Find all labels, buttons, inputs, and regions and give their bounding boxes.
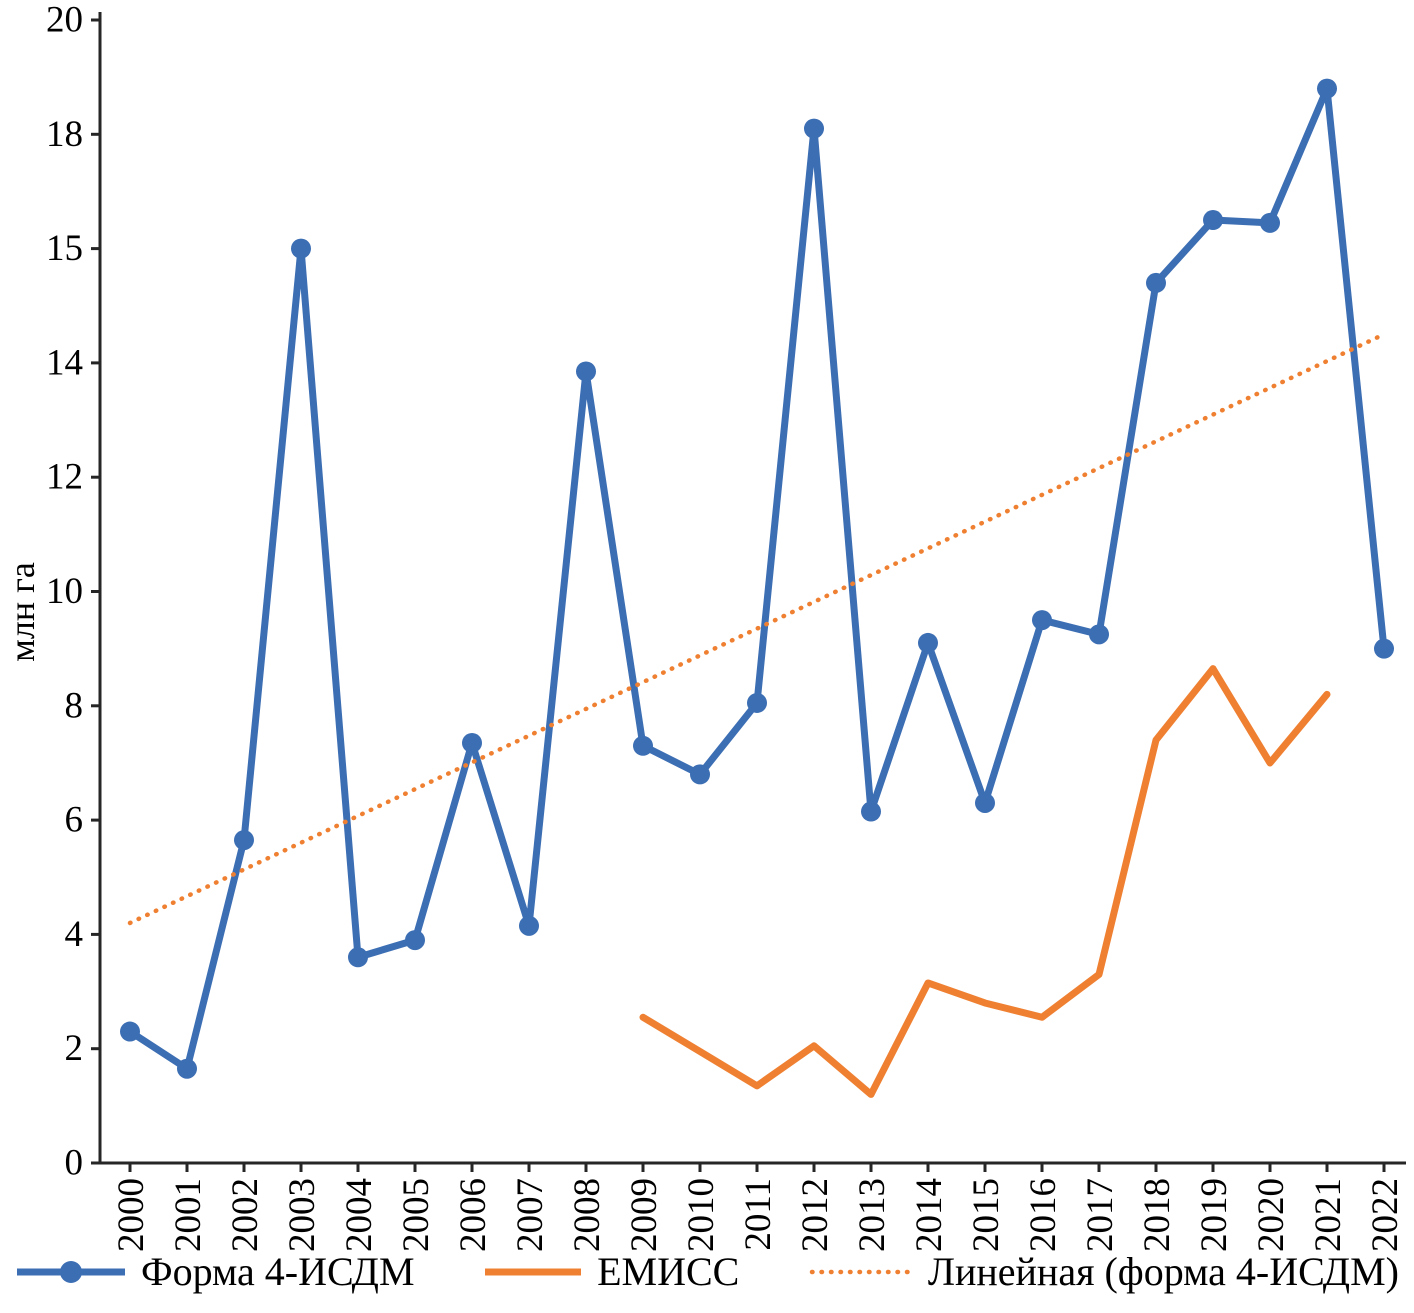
legend-label-emiss: ЕМИСС [597,1249,740,1294]
series-line-1 [639,665,1331,1098]
y-tick-label: 20 [46,0,83,41]
trendline-2 [127,332,1387,926]
x-tick-label: 2002 [225,1178,266,1252]
x-tick-label: 2001 [168,1178,209,1252]
x-tick-label: 2006 [453,1178,494,1252]
y-axis-title: млн га [2,562,42,662]
series-line-0 [126,85,1388,1073]
x-tick-label: 2007 [510,1178,551,1252]
x-tick-label: 2000 [111,1178,152,1252]
y-tick-label: 0 [65,1143,84,1184]
x-tick-label: 2022 [1365,1178,1406,1252]
y-tick-label: 14 [46,342,83,383]
y-tick-label: 18 [46,114,83,155]
x-tick-label: 2019 [1194,1178,1235,1252]
y-tick-label: 8 [65,685,84,726]
x-tick-label: 2017 [1080,1178,1121,1252]
legend-item-emiss: ЕМИСС [483,1250,739,1294]
x-tick-label: 2021 [1308,1178,1349,1252]
y-tick-label: 12 [46,457,83,498]
legend-line-with-marker-icon [17,1261,125,1283]
y-tick-label: 15 [46,228,83,269]
y-tick-label: 10 [46,571,83,612]
x-tick-label: 2015 [966,1178,1007,1252]
series-markers-0 [120,78,1394,1079]
x-tick-label: 2005 [396,1178,437,1252]
legend-item-linear-trend: Линейная (форма 4-ИСДМ) [808,1250,1399,1294]
x-tick-label: 2018 [1137,1178,1178,1252]
x-tick-label: 2004 [339,1178,380,1252]
x-tick-label: 2020 [1251,1178,1292,1252]
legend-item-forma-4-isdm: Форма 4-ИСДМ [15,1250,415,1294]
legend-label-forma-4-isdm: Форма 4-ИСДМ [141,1249,415,1294]
legend-label-linear-trend: Линейная (форма 4-ИСДМ) [927,1249,1399,1294]
y-tick-label: 6 [65,800,84,841]
x-tick-label: 2016 [1023,1178,1064,1252]
x-tick-label: 2009 [624,1178,665,1252]
axes: 0 2 4 6 8 10 12 14 15 18 20 2000 2001 2002 2003 2004 200… [46,0,1406,1252]
x-tick-label: 2011 [738,1178,779,1251]
chart-legend: Форма 4-ИСДМ ЕМИСС Линейная (форма 4-ИСД… [0,1250,1414,1294]
x-tick-label: 2010 [681,1178,722,1252]
x-tick-label: 2003 [282,1178,323,1252]
x-tick-label: 2013 [852,1178,893,1252]
x-tick-label: 2014 [909,1178,950,1252]
y-tick-label: 2 [65,1028,84,1069]
legend-dotted-line-icon [809,1269,913,1275]
legend-solid-line-icon [485,1268,582,1276]
x-tick-label: 2008 [567,1178,608,1252]
y-tick-label: 4 [65,914,84,955]
x-tick-label: 2012 [795,1178,836,1252]
